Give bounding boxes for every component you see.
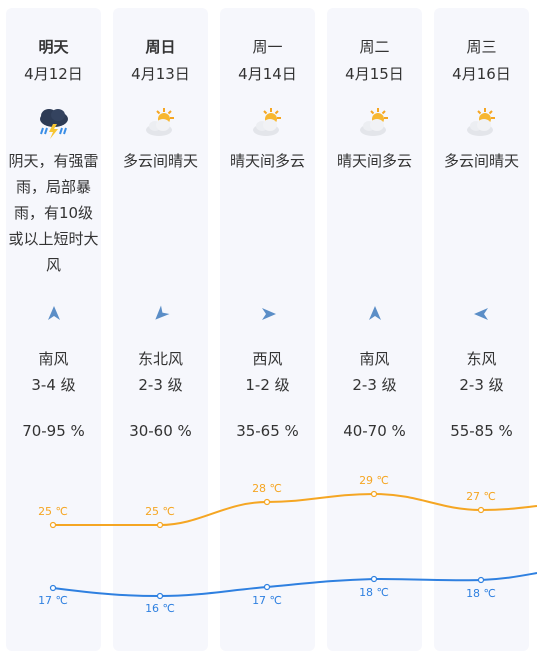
- day-label: 明天: [38, 38, 69, 56]
- partly-cloudy-icon: [252, 108, 281, 136]
- wind-direction-arrow-icon: [261, 308, 276, 320]
- humidity: 40-70 %: [343, 422, 406, 440]
- weather-description: 阴天，有强雷雨，局部暴雨，有10级或以上短时大风: [8, 152, 99, 274]
- day-label: 周日: [145, 38, 176, 56]
- forecast-day-2[interactable]: 周日 4月13日 多云间晴天 东北风 2-3 级 30-60 %: [113, 8, 208, 651]
- weather-description: 多云间晴天: [443, 152, 519, 170]
- date-label: 4月15日: [345, 65, 404, 83]
- date-label: 4月16日: [452, 65, 511, 83]
- wind-level: 2-3 级: [459, 376, 504, 394]
- humidity: 30-60 %: [129, 422, 192, 440]
- weather-description: 晴天间多云: [229, 152, 305, 170]
- weather-description: 多云间晴天: [122, 152, 198, 170]
- wind-direction: 东北风: [137, 350, 183, 368]
- wind-direction-arrow-icon: [473, 308, 488, 320]
- forecast-day-3[interactable]: 周一 4月14日 晴天间多云 西风 1-2 级 35-65 %: [220, 8, 315, 651]
- date-label: 4月13日: [131, 65, 190, 83]
- day-label: 周二: [359, 38, 390, 56]
- wind-level: 2-3 级: [138, 376, 183, 394]
- partly-cloudy-icon: [145, 108, 174, 136]
- wind-direction-arrow-icon: [368, 306, 381, 320]
- date-label: 4月14日: [238, 65, 297, 83]
- forecast-day-1[interactable]: 明天 4月12日 阴天，有强雷雨，局部暴雨，有10级或以上短时大风 南风 3-4…: [6, 8, 101, 651]
- forecast-day-5[interactable]: 周三 4月16日 多云间晴天 东风 2-3 级 55-85 %: [434, 8, 529, 651]
- wind-direction: 南风: [38, 350, 69, 368]
- day-label: 周一: [252, 38, 283, 56]
- humidity: 55-85 %: [450, 422, 513, 440]
- wind-direction: 西风: [252, 350, 283, 368]
- forecast-day-4[interactable]: 周二 4月15日 晴天间多云 南风 2-3 级 40-70 %: [327, 8, 422, 651]
- humidity: 70-95 %: [22, 422, 85, 440]
- wind-direction: 东风: [466, 350, 497, 368]
- thunderstorm-icon: [39, 109, 68, 139]
- date-label: 4月12日: [24, 65, 83, 83]
- wind-level: 3-4 级: [31, 376, 76, 394]
- humidity: 35-65 %: [236, 422, 299, 440]
- wind-direction: 南风: [359, 350, 390, 368]
- wind-level: 2-3 级: [352, 376, 397, 394]
- partly-cloudy-icon: [359, 108, 388, 136]
- day-label: 周三: [466, 38, 497, 56]
- weather-description: 晴天间多云: [336, 152, 412, 170]
- wind-level: 1-2 级: [245, 376, 290, 394]
- wind-direction-arrow-icon: [47, 306, 60, 320]
- partly-cloudy-icon: [466, 108, 495, 136]
- wind-direction-arrow-icon: [154, 305, 169, 320]
